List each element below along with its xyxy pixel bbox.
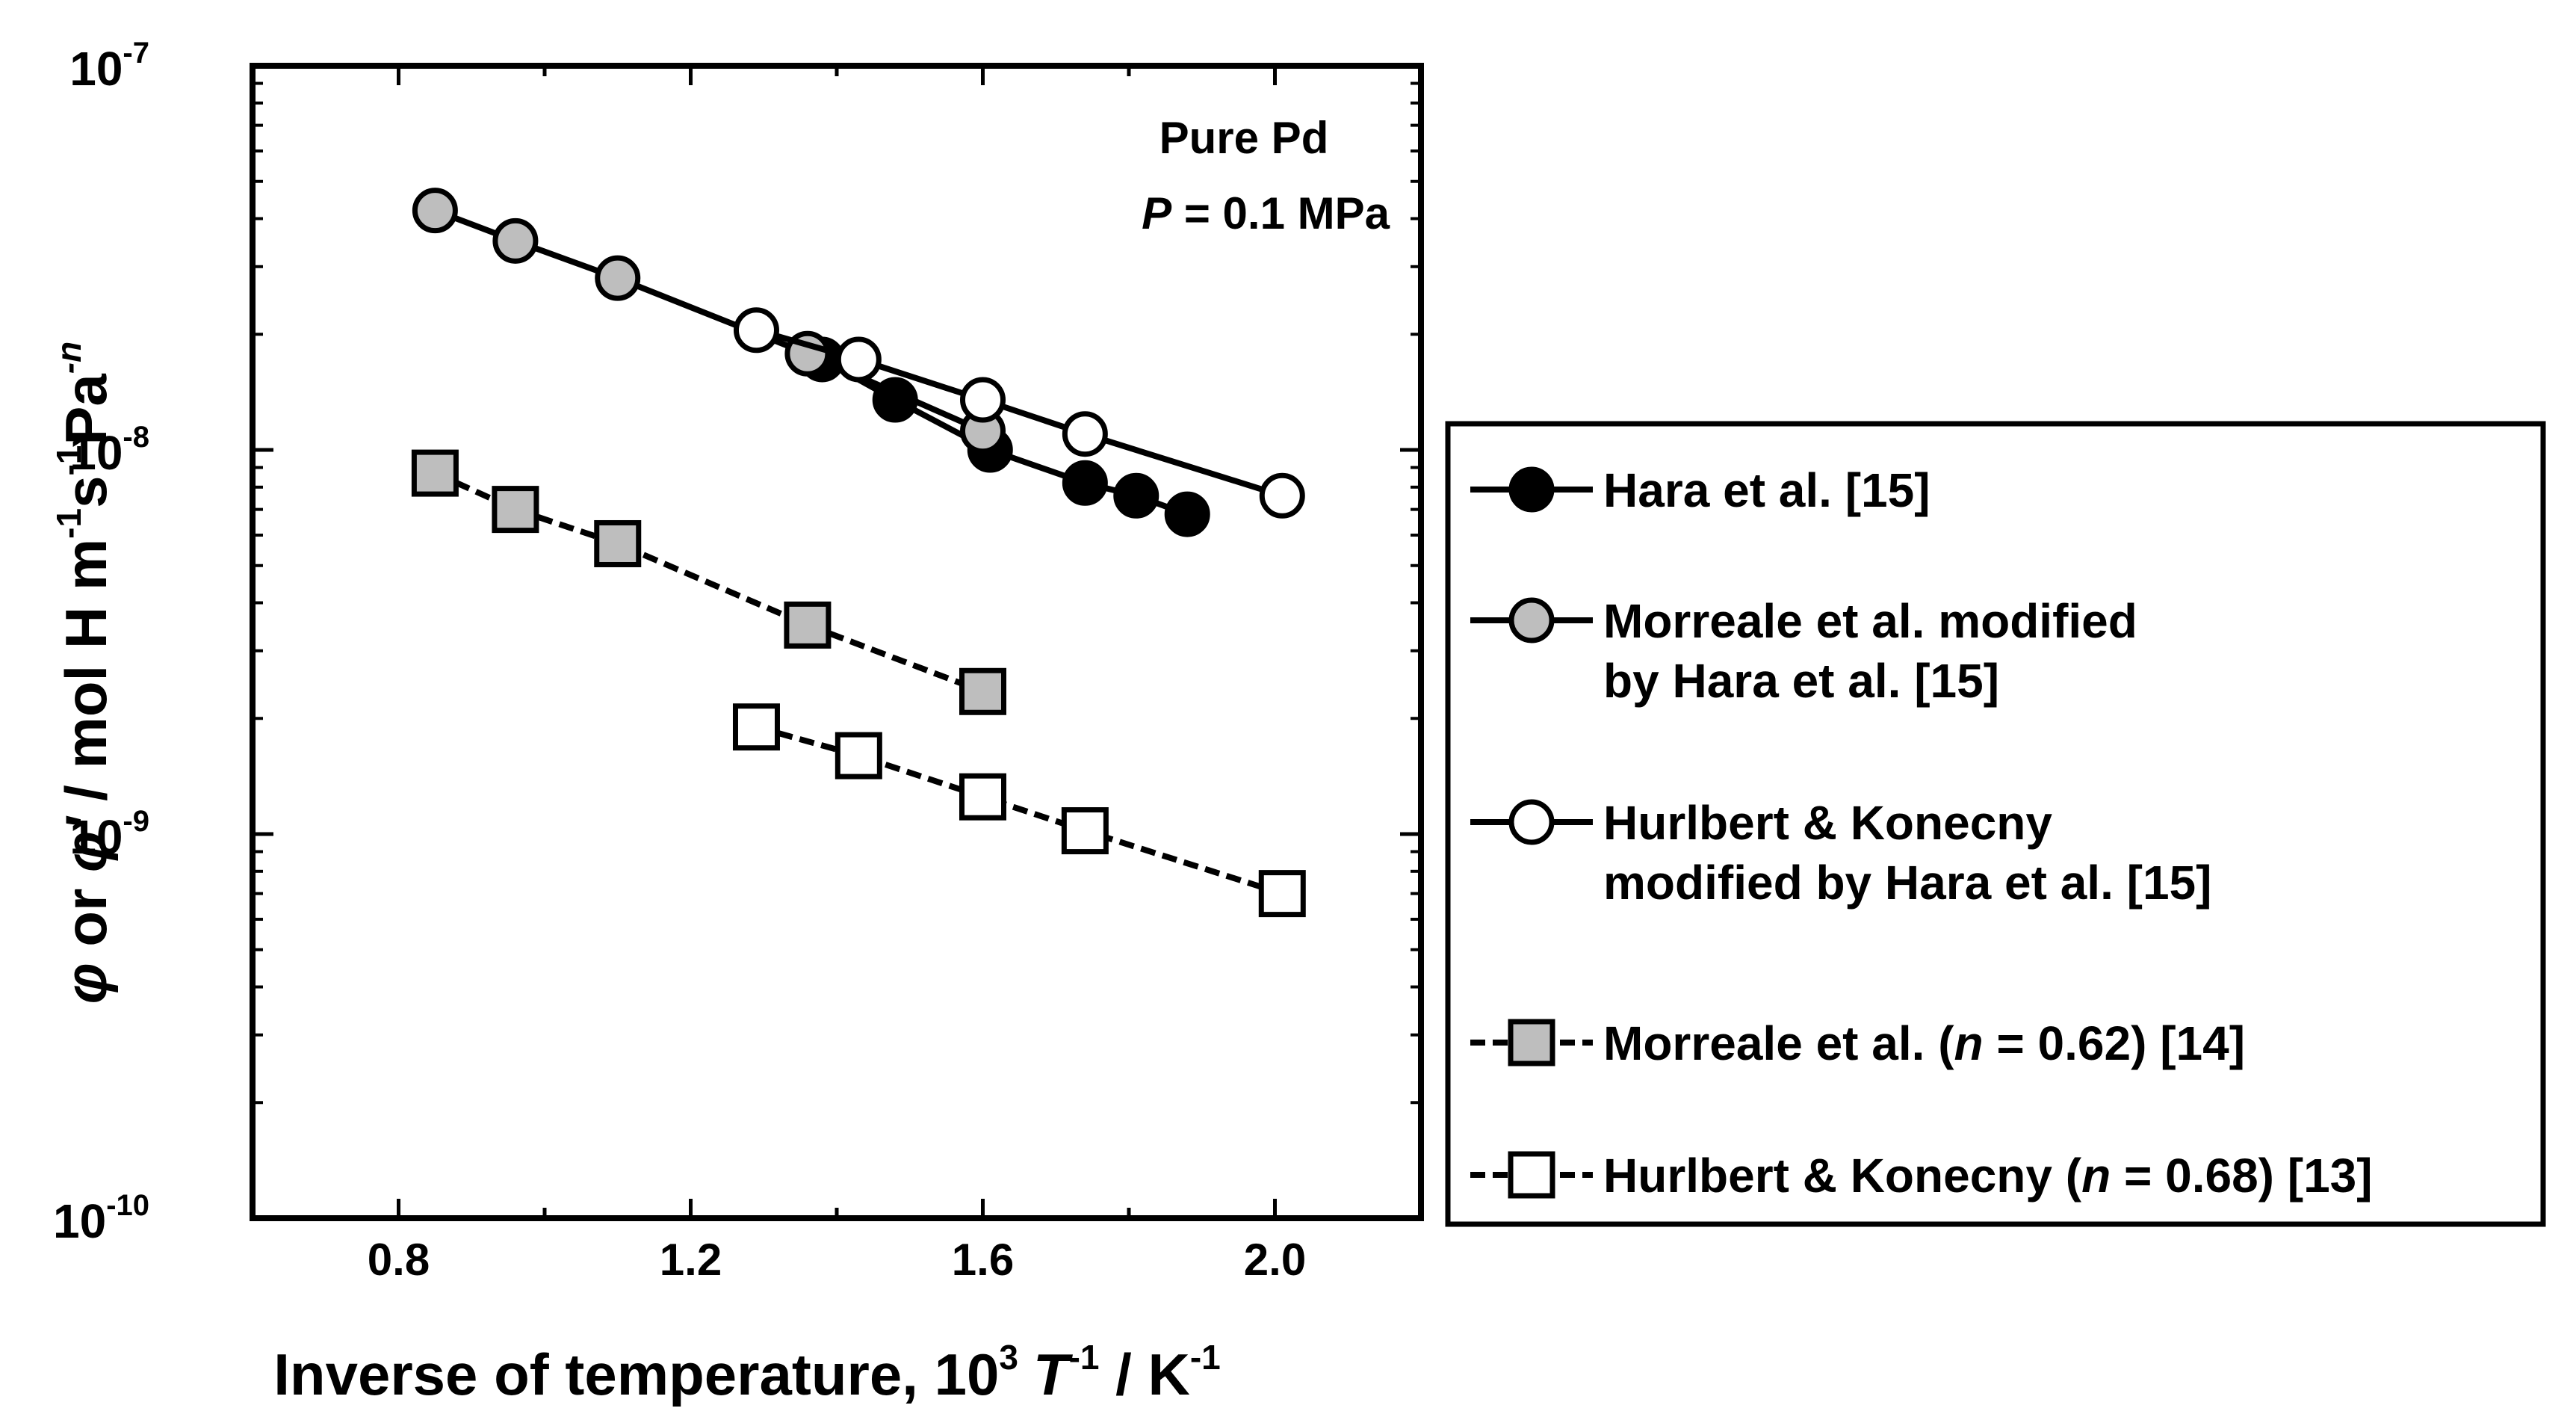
annotation: Pure Pd P = 0.1 MPa [1142, 113, 1390, 238]
x-axis-label-prefix: Inverse of temperature, 10 [273, 1342, 999, 1407]
legend-item-4: Morreale et al. (n = 0.62) [14] [1470, 1016, 2245, 1070]
data-point [595, 255, 641, 301]
data-point [492, 486, 539, 534]
x-axis-label-unit-power: -1 [1190, 1338, 1221, 1377]
data-point [732, 703, 780, 751]
y-axis-label-s: s [53, 476, 119, 508]
legend-marker [1508, 466, 1555, 513]
y-axis-label-p3: -n [49, 342, 88, 374]
y-tick-label: 10-8 [69, 421, 149, 480]
legend-item-1: Hara et al. [15] [1470, 463, 1931, 517]
data-point [594, 519, 642, 567]
data-point [1061, 807, 1109, 855]
axes: 0.8 1.2 1.6 2.0 10-7 10-8 10-9 10-10 [53, 37, 1424, 1285]
data-point [411, 449, 459, 497]
data-point [784, 601, 832, 649]
legend-item-3: Hurlbert & Konecny modified by Hara et al… [1470, 796, 2211, 910]
legend-items: Hara et al. [15] Morreale et al. modified… [1470, 463, 2373, 1203]
legend-label: Hurlbert & Konecny (n = 0.68) [13] [1603, 1149, 2373, 1203]
data-point [1164, 491, 1210, 537]
legend-label: by Hara et al. [15] [1603, 654, 1999, 708]
legend-marker [1508, 597, 1555, 643]
series-3 [733, 307, 1305, 519]
y-tick-label: 10-9 [69, 805, 149, 864]
data-point [959, 773, 1006, 821]
series-line [433, 470, 984, 695]
y-axis-label-p2: -1 [49, 445, 88, 476]
y-tick-label: 10-10 [53, 1189, 149, 1248]
x-axis-label-var: T [1033, 1342, 1074, 1407]
y-axis-label-sym2: φ' [53, 815, 119, 872]
legend-marker [1508, 1019, 1555, 1066]
data-point [960, 377, 1006, 423]
x-tick-label: 1.2 [660, 1235, 722, 1285]
x-axis-label-unit: / K [1099, 1342, 1189, 1407]
x-tick-label: 1.6 [952, 1235, 1014, 1285]
series-layer [411, 188, 1306, 918]
series-4 [411, 449, 1006, 715]
data-point [412, 188, 458, 234]
y-axis-label-unit: / mol H m [53, 539, 119, 818]
annotation-pressure-value: = 0.1 MPa [1171, 188, 1390, 238]
legend-item-2: Morreale et al. modified by Hara et al. [… [1470, 594, 2137, 708]
y-axis-label-p1: -1 [49, 508, 88, 539]
data-point [733, 307, 779, 354]
legend-marker [1508, 1151, 1555, 1199]
y-axis-label-sym1: φ [53, 963, 119, 1004]
data-point [492, 217, 539, 264]
y-axis-label: φ or φ' / mol H m-1s-1Pa-n [49, 342, 119, 1004]
annotation-pressure-symbol: P [1142, 188, 1172, 238]
y-axis-label-pa: Pa [53, 374, 119, 445]
series-5 [732, 703, 1306, 918]
legend: Hara et al. [15] Morreale et al. modified… [1445, 421, 2546, 1227]
series-line [755, 327, 1284, 499]
data-point [1258, 870, 1306, 918]
legend-frame [1445, 421, 2546, 1227]
legend-label: Hara et al. [15] [1603, 463, 1931, 517]
data-point [1259, 472, 1305, 519]
data-point [835, 732, 882, 779]
annotation-line2: P = 0.1 MPa [1142, 188, 1390, 238]
legend-marker [1508, 799, 1555, 845]
data-point [1113, 472, 1159, 519]
legend-label: Morreale et al. (n = 0.62) [14] [1603, 1016, 2245, 1070]
x-tick-label: 0.8 [368, 1235, 430, 1285]
legend-label: Morreale et al. modified [1603, 594, 2137, 648]
x-tick-label: 2.0 [1244, 1235, 1306, 1285]
legend-label: Hurlbert & Konecny [1603, 796, 2052, 850]
y-tick-label: 10-7 [69, 37, 149, 96]
data-point [1062, 460, 1108, 506]
plot-frame [250, 63, 1424, 1221]
x-axis-label-power: 3 [999, 1338, 1018, 1377]
data-point [835, 336, 882, 383]
y-axis-label-or: or [53, 872, 119, 963]
data-point [959, 667, 1006, 715]
x-axis-label-var-power: -1 [1069, 1338, 1100, 1377]
data-point [1062, 411, 1108, 457]
legend-item-5: Hurlbert & Konecny (n = 0.68) [13] [1470, 1149, 2373, 1203]
legend-label: modified by Hara et al. [15] [1603, 856, 2211, 910]
x-axis-label: Inverse of temperature, 103 T-1 / K-1 [273, 1338, 1220, 1407]
annotation-line1: Pure Pd [1159, 113, 1329, 163]
